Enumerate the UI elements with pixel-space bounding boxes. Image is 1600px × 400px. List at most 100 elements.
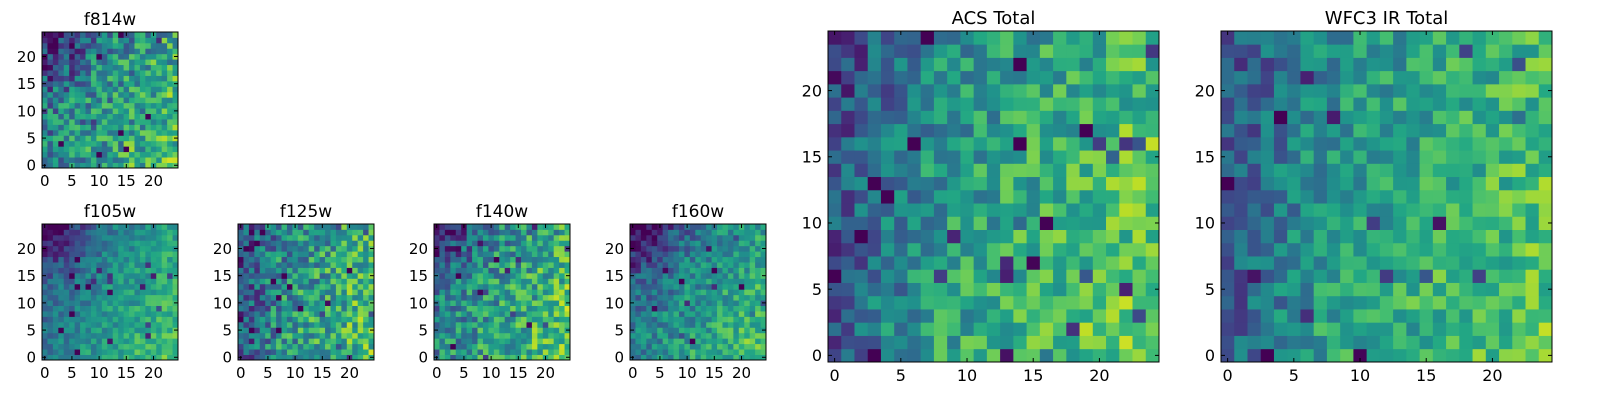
heatmap-cell	[1459, 150, 1473, 164]
heatmap-cell	[744, 240, 751, 247]
heatmap-cell	[107, 75, 114, 82]
heatmap-cell	[1234, 242, 1248, 257]
heatmap-cell	[472, 229, 478, 236]
heatmap-cell	[156, 42, 163, 49]
heatmap-cell	[1538, 295, 1553, 310]
heatmap-cell	[259, 294, 266, 301]
heatmap-cell	[1247, 97, 1262, 111]
heatmap-cell	[52, 140, 59, 147]
heatmap-cell	[727, 343, 734, 350]
heatmap-cell	[112, 162, 119, 169]
heatmap-cell	[69, 349, 76, 355]
heatmap-cell	[854, 189, 869, 204]
heatmap-cell	[1026, 123, 1041, 138]
heatmap-cell	[678, 245, 685, 252]
heatmap-cell	[711, 294, 718, 301]
heatmap-cell	[1247, 335, 1262, 350]
heatmap-cell	[947, 216, 961, 230]
heatmap-cell	[308, 267, 315, 274]
heatmap-cell	[150, 151, 157, 158]
heatmap-cell	[493, 224, 500, 230]
heatmap-cell	[960, 295, 975, 310]
heatmap-cell	[510, 300, 516, 306]
heatmap-cell	[1119, 136, 1133, 151]
heatmap-cell	[630, 229, 636, 236]
heatmap-cell	[303, 327, 310, 334]
heatmap-cell	[335, 349, 342, 355]
heatmap-cell	[1379, 97, 1394, 111]
heatmap-cell	[1066, 31, 1080, 45]
heatmap-cell	[243, 229, 250, 236]
heatmap-cell	[1432, 295, 1447, 310]
heatmap-cell	[352, 278, 359, 285]
heatmap-cell	[118, 300, 124, 306]
heatmap-cell	[74, 113, 81, 120]
heatmap-cell	[1000, 176, 1014, 191]
heatmap-cell	[1353, 123, 1368, 138]
heatmap-cell	[42, 256, 48, 263]
heatmap-cell	[1273, 97, 1288, 111]
heatmap-cell	[167, 140, 173, 147]
heatmap-cell	[1446, 242, 1460, 257]
y-tick-label: 20	[1195, 81, 1215, 100]
heatmap-cell	[1273, 229, 1288, 244]
heatmap-cell	[526, 300, 533, 306]
heatmap-cell	[129, 229, 135, 236]
heatmap-cell	[156, 124, 163, 131]
heatmap-cell	[706, 278, 712, 285]
heatmap-cell	[854, 110, 869, 125]
heatmap-cell	[828, 110, 842, 125]
heatmap-cell	[96, 135, 103, 142]
heatmap-cell	[439, 240, 446, 247]
heatmap-cell	[129, 151, 135, 158]
heatmap-cell	[1013, 256, 1027, 270]
heatmap-cell	[537, 262, 544, 268]
heatmap-cell	[689, 262, 696, 268]
heatmap-cell	[134, 338, 141, 345]
heatmap-cell	[368, 289, 375, 296]
heatmap-cell	[1472, 242, 1487, 257]
heatmap-cell	[1525, 176, 1540, 191]
heatmap-cell	[58, 278, 65, 285]
heatmap-cell	[47, 272, 54, 279]
heatmap-cell	[444, 251, 451, 258]
chart-title: f160w	[672, 202, 724, 222]
heatmap-cell	[455, 229, 462, 236]
heatmap-cell	[243, 321, 250, 328]
heatmap-cell	[1379, 269, 1394, 283]
heatmap-cell	[662, 251, 669, 258]
heatmap-cell	[678, 294, 685, 301]
heatmap-cell	[678, 354, 685, 361]
heatmap-cell	[553, 343, 560, 350]
heatmap-cell	[1459, 163, 1473, 178]
heatmap-cell	[651, 224, 658, 230]
heatmap-cell	[695, 256, 702, 263]
heatmap-cell	[635, 354, 642, 361]
heatmap-cell	[841, 189, 855, 204]
heatmap-cell	[352, 349, 359, 355]
heatmap-cell	[167, 119, 173, 125]
heatmap-cell	[738, 343, 745, 350]
heatmap-cell	[526, 229, 533, 236]
heatmap-cell	[668, 289, 674, 296]
heatmap-cell	[1287, 335, 1301, 350]
heatmap-cell	[346, 262, 353, 268]
heatmap-cell	[118, 42, 124, 49]
heatmap-cell	[1106, 31, 1120, 45]
heatmap-cell	[493, 327, 500, 334]
heatmap-cell	[1092, 282, 1107, 297]
heatmap-cell	[722, 343, 729, 350]
heatmap-cell	[58, 146, 65, 153]
heatmap-cell	[1287, 189, 1301, 204]
heatmap-cell	[363, 234, 369, 241]
heatmap-cell	[744, 278, 751, 285]
heatmap-cell	[472, 262, 478, 268]
heatmap-cell	[69, 119, 76, 125]
heatmap-cell	[112, 321, 119, 328]
heatmap-cell	[248, 354, 255, 361]
heatmap-cell	[1366, 176, 1381, 191]
x-tick-label: 0	[1223, 366, 1233, 385]
heatmap-cell	[58, 48, 65, 55]
plot-frame	[827, 30, 1160, 363]
heatmap-cell	[368, 267, 375, 274]
